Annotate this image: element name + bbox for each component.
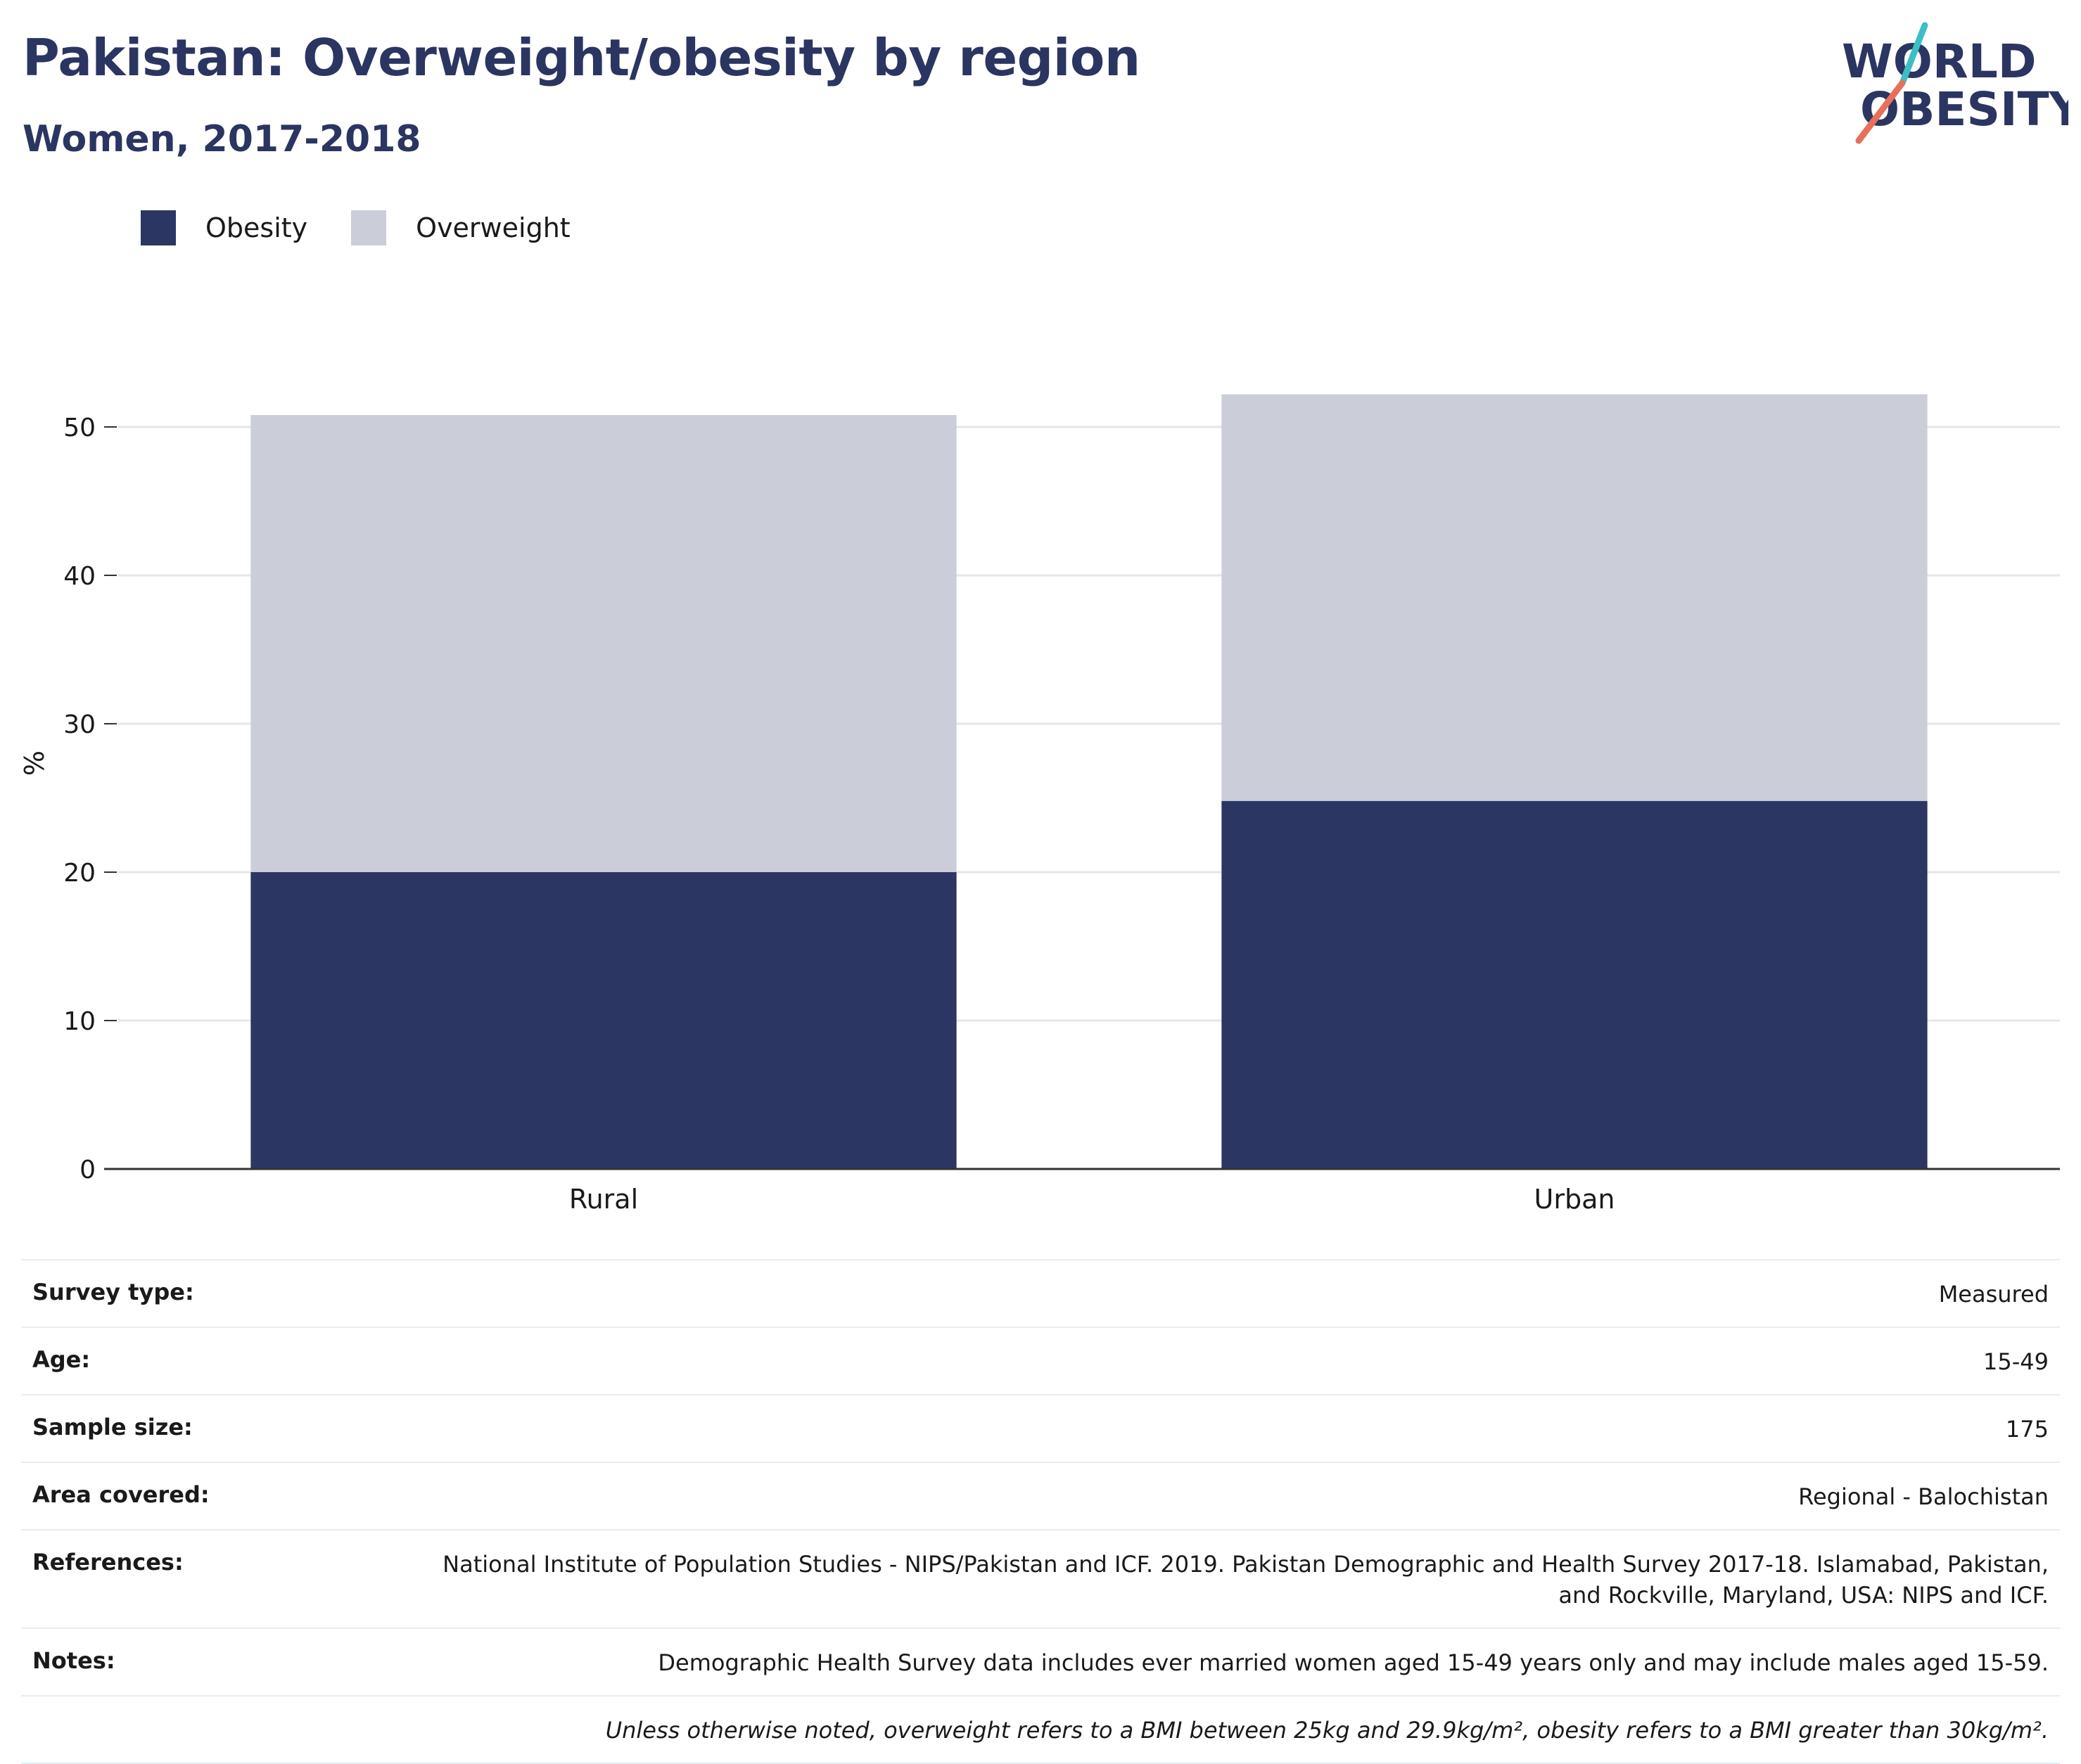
meta-row: References: National Institute of Populat… (21, 1529, 2060, 1628)
y-tick-label: 0 (79, 1156, 96, 1184)
meta-label: Age: (32, 1346, 91, 1373)
meta-footnote-row: Unless otherwise noted, overweight refer… (21, 1695, 2060, 1764)
meta-value: 175 (2005, 1416, 2049, 1443)
x-tick-label: Urban (1534, 1184, 1615, 1215)
meta-value: Demographic Health Survey data includes … (658, 1649, 2049, 1676)
logo-slash-teal (1899, 22, 1928, 87)
page-title: Pakistan: Overweight/obesity by region (23, 28, 1140, 87)
legend-label-obesity: Obesity (205, 212, 308, 243)
chart-legend: Obesity Overweight (141, 208, 614, 248)
bar-overweight-urban[interactable] (1221, 394, 1928, 801)
meta-value: National Institute of Population Studies… (443, 1551, 2049, 1609)
legend-swatch-obesity (141, 210, 176, 245)
legend-item-overweight[interactable]: Overweight (351, 210, 571, 245)
meta-label: References: (32, 1549, 184, 1576)
page-subtitle: Women, 2017-2018 (23, 118, 421, 160)
meta-row: Age: 15-49 (21, 1327, 2060, 1394)
y-axis-label: % (19, 750, 50, 776)
meta-label: Notes: (32, 1647, 115, 1674)
legend-item-obesity[interactable]: Obesity (141, 210, 307, 245)
stacked-bar-chart: 0 10 20 30 40 50 Rural Urban % (19, 394, 2060, 1215)
bar-obesity-urban[interactable] (1221, 800, 1928, 1169)
legend-label-overweight: Overweight (416, 212, 571, 243)
logo-slash-coral (1855, 79, 1906, 144)
logo-line1: WORLD (1842, 34, 2037, 89)
meta-value: 15-49 (1983, 1348, 2049, 1375)
bar-obesity-rural[interactable] (250, 872, 957, 1169)
meta-row: Sample size: 175 (21, 1394, 2060, 1462)
y-tick-label: 30 (63, 710, 96, 739)
meta-label: Area covered: (32, 1481, 210, 1508)
meta-row: Area covered: Regional - Balochistan (21, 1462, 2060, 1529)
y-tick-label: 40 (63, 562, 96, 591)
bars (250, 394, 1928, 1169)
meta-value: Measured (1938, 1281, 2049, 1308)
bmi-footnote: Unless otherwise noted, overweight refer… (605, 1717, 2049, 1744)
axes: 0 10 20 30 40 50 Rural Urban (63, 414, 2060, 1215)
y-tick-label: 20 (63, 859, 96, 888)
y-tick-label: 10 (63, 1007, 96, 1036)
bar-overweight-rural[interactable] (250, 415, 957, 872)
meta-label: Sample size: (32, 1414, 193, 1440)
meta-row: Survey type: Measured (21, 1259, 2060, 1327)
meta-value: Regional - Balochistan (1798, 1483, 2049, 1510)
y-tick-label: 50 (63, 414, 96, 442)
world-obesity-logo: WORLD OBESITY (1842, 22, 2068, 144)
x-tick-label: Rural (569, 1184, 638, 1215)
survey-details-table: Survey type: Measured Age: 15-49 Sample size… (21, 1259, 2060, 1764)
meta-label: Survey type: (32, 1279, 194, 1305)
legend-swatch-overweight (351, 210, 387, 245)
meta-row: Notes: Demographic Health Survey data inc… (21, 1628, 2060, 1695)
